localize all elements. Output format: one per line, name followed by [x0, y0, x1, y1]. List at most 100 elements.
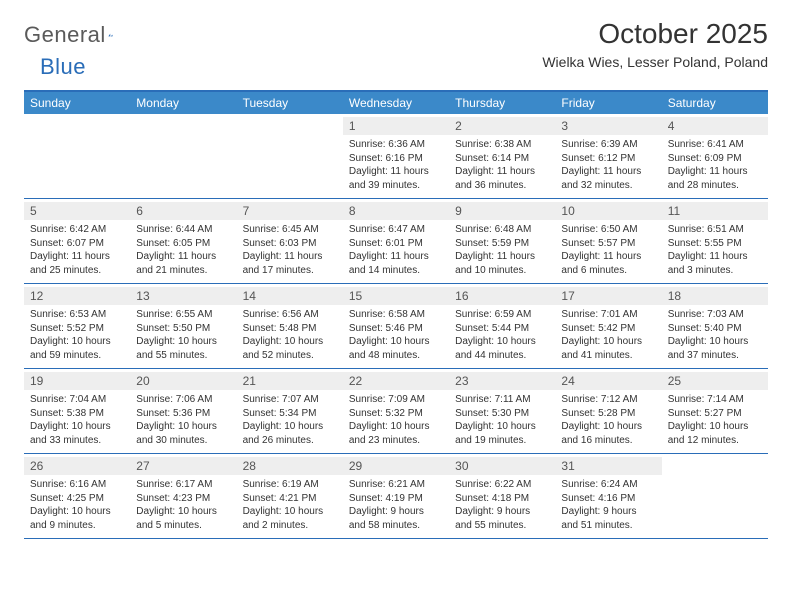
day-number: 23	[449, 372, 555, 390]
sunrise-text: Sunrise: 6:39 AM	[561, 138, 655, 152]
sunset-text: Sunset: 5:44 PM	[455, 322, 549, 336]
sunset-text: Sunset: 5:52 PM	[30, 322, 124, 336]
sunset-text: Sunset: 4:23 PM	[136, 492, 230, 506]
day-number: 20	[130, 372, 236, 390]
day-cell: 10Sunrise: 6:50 AMSunset: 5:57 PMDayligh…	[555, 199, 661, 283]
sunrise-text: Sunrise: 6:56 AM	[243, 308, 337, 322]
sunset-text: Sunset: 6:01 PM	[349, 237, 443, 251]
sunrise-text: Sunrise: 6:51 AM	[668, 223, 762, 237]
sunset-text: Sunset: 5:38 PM	[30, 407, 124, 421]
sunset-text: Sunset: 5:34 PM	[243, 407, 337, 421]
day-cell: 22Sunrise: 7:09 AMSunset: 5:32 PMDayligh…	[343, 369, 449, 453]
daylight-text: Daylight: 10 hours and 23 minutes.	[349, 420, 443, 447]
day-cell: 6Sunrise: 6:44 AMSunset: 6:05 PMDaylight…	[130, 199, 236, 283]
sunrise-text: Sunrise: 6:42 AM	[30, 223, 124, 237]
daylight-text: Daylight: 10 hours and 5 minutes.	[136, 505, 230, 532]
sunset-text: Sunset: 4:25 PM	[30, 492, 124, 506]
sunset-text: Sunset: 6:16 PM	[349, 152, 443, 166]
sunrise-text: Sunrise: 6:16 AM	[30, 478, 124, 492]
day-number: 26	[24, 457, 130, 475]
day-number	[662, 457, 768, 461]
day-cell: 12Sunrise: 6:53 AMSunset: 5:52 PMDayligh…	[24, 284, 130, 368]
day-number	[237, 117, 343, 121]
sunrise-text: Sunrise: 7:04 AM	[30, 393, 124, 407]
daylight-text: Daylight: 10 hours and 41 minutes.	[561, 335, 655, 362]
daylight-text: Daylight: 10 hours and 48 minutes.	[349, 335, 443, 362]
day-cell: 29Sunrise: 6:21 AMSunset: 4:19 PMDayligh…	[343, 454, 449, 538]
sunrise-text: Sunrise: 6:22 AM	[455, 478, 549, 492]
day-number: 2	[449, 117, 555, 135]
sunrise-text: Sunrise: 6:47 AM	[349, 223, 443, 237]
daylight-text: Daylight: 11 hours and 21 minutes.	[136, 250, 230, 277]
sunrise-text: Sunrise: 6:21 AM	[349, 478, 443, 492]
day-header: Monday	[130, 92, 236, 114]
day-number: 3	[555, 117, 661, 135]
sail-icon	[108, 26, 113, 44]
day-cell: 16Sunrise: 6:59 AMSunset: 5:44 PMDayligh…	[449, 284, 555, 368]
daylight-text: Daylight: 11 hours and 10 minutes.	[455, 250, 549, 277]
sunrise-text: Sunrise: 6:53 AM	[30, 308, 124, 322]
day-number: 13	[130, 287, 236, 305]
day-cell: 9Sunrise: 6:48 AMSunset: 5:59 PMDaylight…	[449, 199, 555, 283]
sunset-text: Sunset: 5:50 PM	[136, 322, 230, 336]
sunset-text: Sunset: 4:19 PM	[349, 492, 443, 506]
sunset-text: Sunset: 5:55 PM	[668, 237, 762, 251]
daylight-text: Daylight: 11 hours and 3 minutes.	[668, 250, 762, 277]
day-number: 6	[130, 202, 236, 220]
sunrise-text: Sunrise: 7:12 AM	[561, 393, 655, 407]
day-cell	[24, 114, 130, 198]
daylight-text: Daylight: 11 hours and 17 minutes.	[243, 250, 337, 277]
day-number: 25	[662, 372, 768, 390]
day-cell: 31Sunrise: 6:24 AMSunset: 4:16 PMDayligh…	[555, 454, 661, 538]
day-cell: 17Sunrise: 7:01 AMSunset: 5:42 PMDayligh…	[555, 284, 661, 368]
day-number: 17	[555, 287, 661, 305]
sunrise-text: Sunrise: 6:36 AM	[349, 138, 443, 152]
daylight-text: Daylight: 10 hours and 19 minutes.	[455, 420, 549, 447]
day-number: 4	[662, 117, 768, 135]
daylight-text: Daylight: 10 hours and 9 minutes.	[30, 505, 124, 532]
day-number: 21	[237, 372, 343, 390]
day-header: Thursday	[449, 92, 555, 114]
day-header-row: Sunday Monday Tuesday Wednesday Thursday…	[24, 92, 768, 114]
daylight-text: Daylight: 10 hours and 59 minutes.	[30, 335, 124, 362]
sunset-text: Sunset: 6:14 PM	[455, 152, 549, 166]
day-number: 5	[24, 202, 130, 220]
sunset-text: Sunset: 6:03 PM	[243, 237, 337, 251]
daylight-text: Daylight: 9 hours and 55 minutes.	[455, 505, 549, 532]
sunrise-text: Sunrise: 6:24 AM	[561, 478, 655, 492]
week-row: 19Sunrise: 7:04 AMSunset: 5:38 PMDayligh…	[24, 369, 768, 454]
weeks-container: 1Sunrise: 6:36 AMSunset: 6:16 PMDaylight…	[24, 114, 768, 539]
location-subtitle: Wielka Wies, Lesser Poland, Poland	[542, 54, 768, 70]
daylight-text: Daylight: 10 hours and 16 minutes.	[561, 420, 655, 447]
day-header: Wednesday	[343, 92, 449, 114]
day-number: 22	[343, 372, 449, 390]
day-cell: 23Sunrise: 7:11 AMSunset: 5:30 PMDayligh…	[449, 369, 555, 453]
day-cell	[237, 114, 343, 198]
day-cell: 4Sunrise: 6:41 AMSunset: 6:09 PMDaylight…	[662, 114, 768, 198]
day-cell: 15Sunrise: 6:58 AMSunset: 5:46 PMDayligh…	[343, 284, 449, 368]
daylight-text: Daylight: 11 hours and 14 minutes.	[349, 250, 443, 277]
sunrise-text: Sunrise: 6:17 AM	[136, 478, 230, 492]
daylight-text: Daylight: 11 hours and 25 minutes.	[30, 250, 124, 277]
sunrise-text: Sunrise: 6:59 AM	[455, 308, 549, 322]
day-cell: 19Sunrise: 7:04 AMSunset: 5:38 PMDayligh…	[24, 369, 130, 453]
week-row: 5Sunrise: 6:42 AMSunset: 6:07 PMDaylight…	[24, 199, 768, 284]
sunset-text: Sunset: 5:32 PM	[349, 407, 443, 421]
day-number: 8	[343, 202, 449, 220]
sunset-text: Sunset: 5:27 PM	[668, 407, 762, 421]
calendar: Sunday Monday Tuesday Wednesday Thursday…	[24, 90, 768, 539]
sunset-text: Sunset: 4:16 PM	[561, 492, 655, 506]
sunrise-text: Sunrise: 7:01 AM	[561, 308, 655, 322]
daylight-text: Daylight: 11 hours and 6 minutes.	[561, 250, 655, 277]
day-cell: 20Sunrise: 7:06 AMSunset: 5:36 PMDayligh…	[130, 369, 236, 453]
sunset-text: Sunset: 6:12 PM	[561, 152, 655, 166]
day-number: 16	[449, 287, 555, 305]
daylight-text: Daylight: 9 hours and 51 minutes.	[561, 505, 655, 532]
daylight-text: Daylight: 11 hours and 32 minutes.	[561, 165, 655, 192]
day-cell: 2Sunrise: 6:38 AMSunset: 6:14 PMDaylight…	[449, 114, 555, 198]
day-number: 10	[555, 202, 661, 220]
day-number: 29	[343, 457, 449, 475]
day-number: 14	[237, 287, 343, 305]
day-cell: 11Sunrise: 6:51 AMSunset: 5:55 PMDayligh…	[662, 199, 768, 283]
day-number: 15	[343, 287, 449, 305]
